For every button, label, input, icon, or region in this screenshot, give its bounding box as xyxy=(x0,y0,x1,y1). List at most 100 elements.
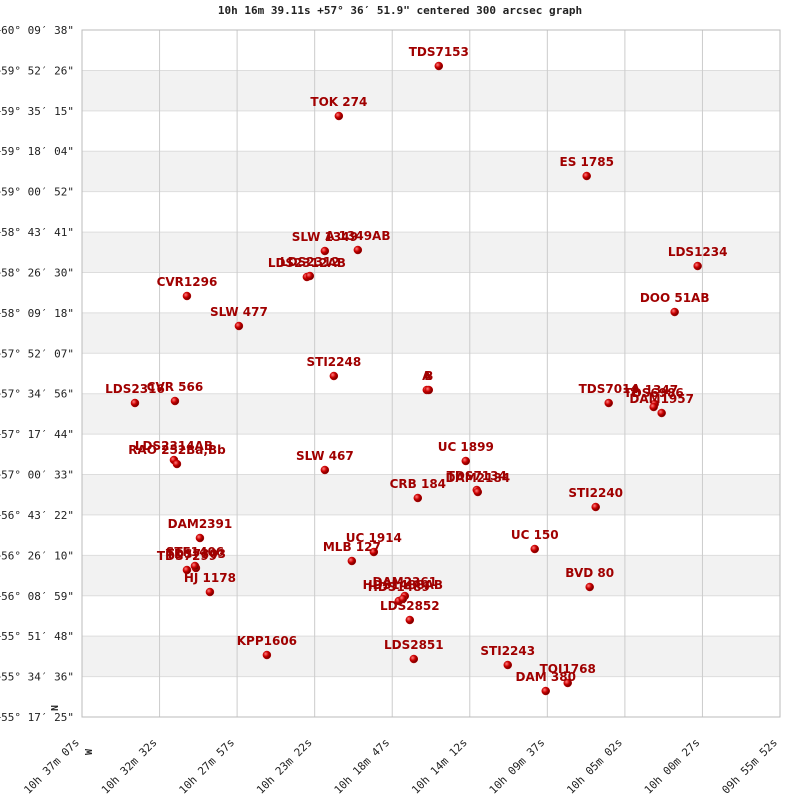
y-tick-label: +59° 00′ 52" xyxy=(0,186,74,199)
star-point xyxy=(582,171,591,181)
x-tick-label: 10h 23m 22s xyxy=(254,736,315,797)
x-tick-label: 10h 00m 27s xyxy=(642,736,703,797)
star-label: CVR1296 xyxy=(157,275,218,289)
y-tick-label: +58° 26′ 30" xyxy=(0,266,74,279)
y-tick-label: +57° 17′ 44" xyxy=(0,428,74,441)
y-tick-label: +56° 43′ 22" xyxy=(0,509,74,522)
star-point xyxy=(262,650,272,660)
x-tick-label: 09h 55m 52s xyxy=(719,736,780,797)
star-point xyxy=(591,502,600,512)
star-label: DAM1957 xyxy=(629,392,694,406)
star-label: TDS7134 xyxy=(447,469,507,483)
star-label: DAM2184 xyxy=(445,471,510,485)
star-label: TDS7299 xyxy=(157,549,217,563)
star-label: STI2248 xyxy=(307,355,362,369)
star-label: A 1349AB xyxy=(325,229,390,243)
star-label: STI2240 xyxy=(568,486,623,500)
star-label: UC 1914 xyxy=(346,531,402,545)
x-tick-label: 10h 32m 32s xyxy=(99,736,160,797)
star-label: A 1347 xyxy=(631,383,678,397)
star-point xyxy=(329,371,339,381)
x-tick-label: 10h 05m 02s xyxy=(564,736,625,797)
y-tick-label: +58° 43′ 41" xyxy=(0,226,74,239)
y-tick-label: +56° 08′ 59" xyxy=(0,590,74,603)
star-label: CVR 566 xyxy=(147,380,204,394)
y-tick-label: +56° 26′ 10" xyxy=(0,549,74,562)
star-label: HDS1488AB xyxy=(363,578,443,592)
star-label: LDS1234 xyxy=(668,245,728,259)
star-point xyxy=(205,587,215,597)
star-label: TDS6986 xyxy=(624,386,684,400)
star-point xyxy=(649,402,658,412)
star-point xyxy=(182,565,192,575)
star-point xyxy=(320,465,330,475)
star-label: KPP1606 xyxy=(237,634,297,648)
star-point xyxy=(353,245,363,255)
star-point xyxy=(347,556,357,566)
star-label: A xyxy=(422,369,432,383)
compass-west: W xyxy=(84,748,95,755)
star-point xyxy=(473,487,483,497)
grid-band xyxy=(82,70,780,111)
star-label: LDS2312 xyxy=(280,255,340,269)
y-tick-label: +57° 00′ 33" xyxy=(0,469,74,482)
star-label: LDS2312AB xyxy=(268,256,346,270)
star-point xyxy=(130,398,140,408)
star-point xyxy=(320,246,330,256)
x-tick-label: 10h 09m 37s xyxy=(487,736,548,797)
y-tick-label: +60° 09′ 38" xyxy=(0,24,74,37)
star-label: DOO 51AB xyxy=(640,291,710,305)
star-label: ES 1785 xyxy=(560,155,614,169)
star-label: TDS7303 xyxy=(166,547,226,561)
star-label: UC 150 xyxy=(511,528,559,542)
star-label: HDS1489 xyxy=(368,580,430,594)
x-tick-label: 10h 37m 07s xyxy=(21,736,82,797)
star-label: B xyxy=(424,369,433,383)
star-point xyxy=(413,493,423,503)
star-point xyxy=(585,582,594,592)
star-label: UC 1899 xyxy=(438,440,494,454)
star-label: STI2243 xyxy=(480,644,535,658)
star-point xyxy=(234,321,244,331)
star-point xyxy=(530,544,539,554)
star-point xyxy=(369,547,379,557)
star-point xyxy=(409,654,419,664)
x-tick-label: 10h 18m 47s xyxy=(332,736,393,797)
star-label: LDS2314AB xyxy=(135,439,213,453)
star-point xyxy=(670,307,679,317)
star-point xyxy=(334,111,344,121)
star-label: SLW 477 xyxy=(210,305,268,319)
grid-band xyxy=(82,636,780,677)
star-label: DAM2391 xyxy=(168,517,233,531)
star-label: LDS2852 xyxy=(380,599,440,613)
grid-band xyxy=(82,474,780,515)
star-label: MLB 127 xyxy=(323,540,381,554)
y-tick-label: +57° 52′ 07" xyxy=(0,347,74,360)
y-tick-label: +55° 34′ 36" xyxy=(0,671,74,684)
grid-band xyxy=(82,151,780,192)
star-label: DAM 380 xyxy=(516,670,576,684)
star-point xyxy=(405,615,415,625)
star-label: TDS7153 xyxy=(409,45,469,59)
star-label: TDS7014 xyxy=(579,382,639,396)
star-point xyxy=(693,261,702,271)
plot-frame xyxy=(81,29,781,718)
compass-north: N xyxy=(50,705,61,711)
y-tick-label: +57° 34′ 56" xyxy=(0,388,74,401)
star-point xyxy=(434,61,444,71)
star-point xyxy=(398,594,408,604)
star-point xyxy=(657,408,666,418)
star-point xyxy=(190,561,200,571)
star-point xyxy=(305,271,315,281)
star-point xyxy=(541,686,550,696)
y-tick-label: +59° 18′ 04" xyxy=(0,145,74,158)
y-tick-label: +58° 09′ 18" xyxy=(0,307,74,320)
star-label: RAO 252Ba,Bb xyxy=(128,443,226,457)
star-point xyxy=(461,456,471,466)
grid-band xyxy=(82,555,780,596)
chart-title: 10h 16m 39.11s +57° 36′ 51.9" centered 3… xyxy=(218,4,582,17)
star-label: DAM2361 xyxy=(373,575,438,589)
star-label: SLW 467 xyxy=(296,449,354,463)
star-point xyxy=(563,678,572,688)
